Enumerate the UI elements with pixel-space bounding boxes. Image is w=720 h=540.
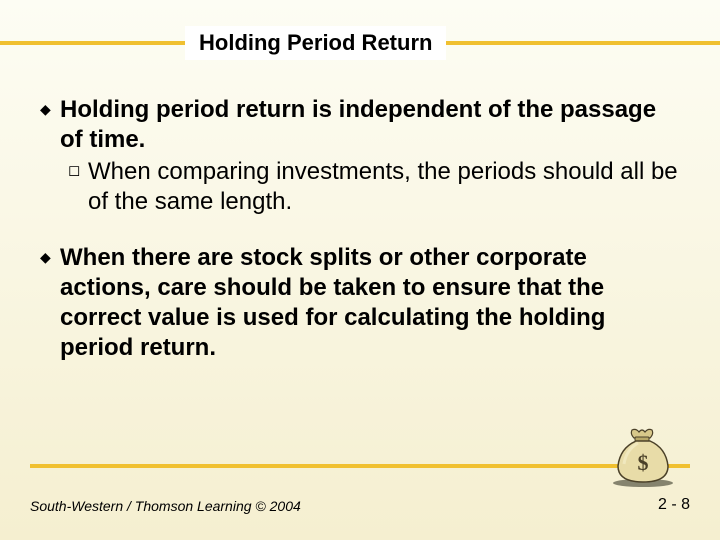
title-rule-left — [0, 41, 185, 45]
bullet-item: ◆ When there are stock splits or other c… — [40, 243, 680, 363]
bullet-text: When there are stock splits or other cor… — [60, 243, 680, 363]
diamond-bullet-icon: ◆ — [40, 243, 60, 271]
bullet-item: ◆ Holding period return is independent o… — [40, 95, 680, 217]
slide-title: Holding Period Return — [185, 26, 446, 60]
svg-text:$: $ — [638, 450, 649, 475]
footer-copyright: South-Western / Thomson Learning © 2004 — [30, 498, 301, 514]
diamond-bullet-icon: ◆ — [40, 95, 60, 123]
title-bar: Holding Period Return — [0, 28, 720, 58]
bullet-text: Holding period return is independent of … — [60, 95, 680, 155]
footer-page-number: 2 - 8 — [658, 496, 690, 514]
sub-bullet-item: ◻ When comparing investments, the period… — [68, 157, 680, 217]
moneybag-icon: $ — [608, 426, 678, 488]
sub-bullet-text: When comparing investments, the periods … — [88, 157, 680, 217]
title-rule-right — [446, 41, 720, 45]
square-bullet-icon: ◻ — [68, 157, 88, 185]
slide-body: ◆ Holding period return is independent o… — [40, 95, 680, 389]
bottom-rule — [30, 464, 690, 468]
